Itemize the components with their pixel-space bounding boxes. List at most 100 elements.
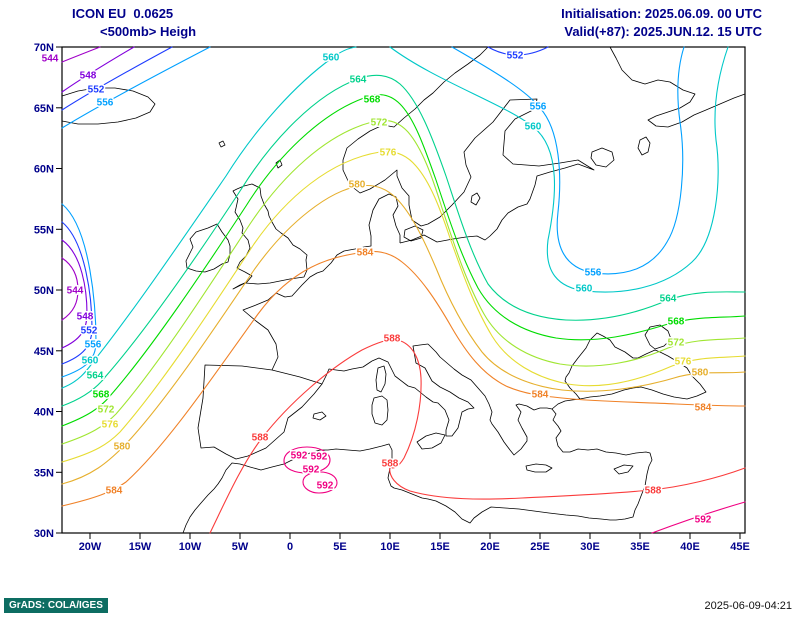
lat-tick-label: 65N [34, 103, 54, 115]
coastline [375, 365, 387, 393]
lon-tick-label: 5E [333, 541, 346, 553]
lat-tick-label: 60N [34, 164, 54, 176]
lon-tick-label: 10W [179, 541, 202, 553]
lon-tick-label: 40E [680, 541, 700, 553]
coastline [609, 46, 746, 128]
contour-value-label: 560 [82, 356, 99, 367]
lat-tick-label: 50N [34, 285, 54, 297]
contour-line [61, 184, 746, 485]
axis-labels: 70N 65N 60N 55N 50N 45N 40N 35N 30N 20W 15W 10W 5W 0 5… [34, 42, 750, 553]
contour-value-label: 568 [668, 317, 685, 328]
contour-value-label: 584 [532, 390, 549, 401]
lat-tick-label: 35N [34, 467, 54, 479]
lat-tick-label: 70N [34, 42, 54, 54]
coastline [403, 225, 424, 242]
init-time-label: Initialisation: 2025.06.09. 00 UTC [561, 6, 762, 21]
contour-line [61, 203, 97, 378]
coastline [371, 343, 475, 437]
map-frame [61, 46, 746, 534]
lon-tick-label: 0 [287, 541, 293, 553]
coastline [564, 332, 707, 400]
coastline [218, 140, 226, 148]
grads-credit-badge: GrADS: COLA/IGES [4, 598, 108, 613]
contour-value-label: 560 [525, 122, 542, 133]
lon-tick-label: 15W [129, 541, 152, 553]
contour-line [61, 46, 357, 389]
contour-value-label: 592 [317, 481, 334, 492]
contour-value-label: 592 [291, 451, 308, 462]
coastline [312, 411, 327, 421]
contour-line [61, 46, 211, 129]
contour-line [61, 46, 135, 93]
contour-value-label: 552 [507, 51, 524, 62]
lat-tick-label: 55N [34, 224, 54, 236]
contour-value-label: 552 [81, 326, 98, 337]
contour-line [209, 339, 746, 534]
contour-value-label: 576 [380, 148, 397, 159]
contour-value-label: 584 [357, 248, 374, 259]
lat-tick-label: 30N [34, 528, 54, 540]
contour-value-label: 568 [364, 95, 381, 106]
contour-value-label: 572 [98, 405, 115, 416]
contour-value-label: 588 [645, 486, 662, 497]
coastlines [61, 46, 746, 534]
lon-tick-label: 45E [730, 541, 750, 553]
contour-value-label: 552 [88, 85, 105, 96]
contour-value-label: 564 [87, 371, 104, 382]
contour-line [61, 150, 746, 463]
lon-tick-label: 20W [79, 541, 102, 553]
contour-line [61, 46, 173, 111]
contour-value-label: 592 [695, 515, 712, 526]
contour-value-label: 572 [668, 338, 685, 349]
contour-value-label: 548 [77, 312, 94, 323]
coastline [470, 192, 481, 206]
contour-value-label: 576 [102, 420, 119, 431]
contour-lines [61, 46, 746, 534]
contour-labels: 544 544 548 548 552 552 552 556 556 556 556 560 560 5… [40, 49, 713, 527]
contour-line [61, 221, 93, 365]
contour-line [651, 501, 746, 534]
coastline [197, 364, 323, 460]
contour-line [302, 471, 338, 494]
contour-value-label: 580 [114, 442, 131, 453]
coastline [525, 463, 553, 473]
lon-tick-label: 20E [480, 541, 500, 553]
coastline [342, 46, 595, 244]
contour-line [389, 46, 729, 293]
lon-tick-label: 35E [630, 541, 650, 553]
valid-time-label: Valid(+87): 2025.JUN.12. 15 UTC [564, 24, 762, 39]
lon-tick-label: 30E [580, 541, 600, 553]
contour-line [61, 74, 746, 407]
contour-line [61, 46, 101, 63]
coastline [61, 87, 156, 125]
contour-line [451, 46, 685, 275]
lat-tick-label: 45N [34, 346, 54, 358]
contour-line [61, 119, 746, 445]
contour-line [61, 257, 79, 321]
contour-line [61, 239, 88, 349]
lon-tick-label: 25E [530, 541, 550, 553]
contour-value-label: 584 [695, 403, 712, 414]
contour-value-label: 556 [97, 98, 114, 109]
contour-value-label: 564 [350, 75, 367, 86]
contour-value-label: 592 [311, 452, 328, 463]
contour-value-label: 588 [382, 459, 399, 470]
coastline [185, 223, 231, 273]
contour-value-label: 588 [384, 334, 401, 345]
contour-value-label: 568 [93, 390, 110, 401]
render-timestamp: 2025-06-09-04:21 [704, 600, 792, 612]
coastline [182, 408, 653, 534]
contour-value-label: 556 [530, 102, 547, 113]
contour-value-label: 548 [80, 71, 97, 82]
coastline [416, 432, 446, 450]
contour-value-label: 588 [252, 433, 269, 444]
coastline [275, 159, 283, 169]
coastline [232, 183, 308, 290]
contour-value-label: 576 [675, 357, 692, 368]
contour-value-label: 544 [42, 54, 59, 65]
coastline [321, 360, 373, 385]
lat-tick-label: 40N [34, 407, 54, 419]
coastline [637, 136, 651, 156]
contour-value-label: 580 [349, 180, 366, 191]
